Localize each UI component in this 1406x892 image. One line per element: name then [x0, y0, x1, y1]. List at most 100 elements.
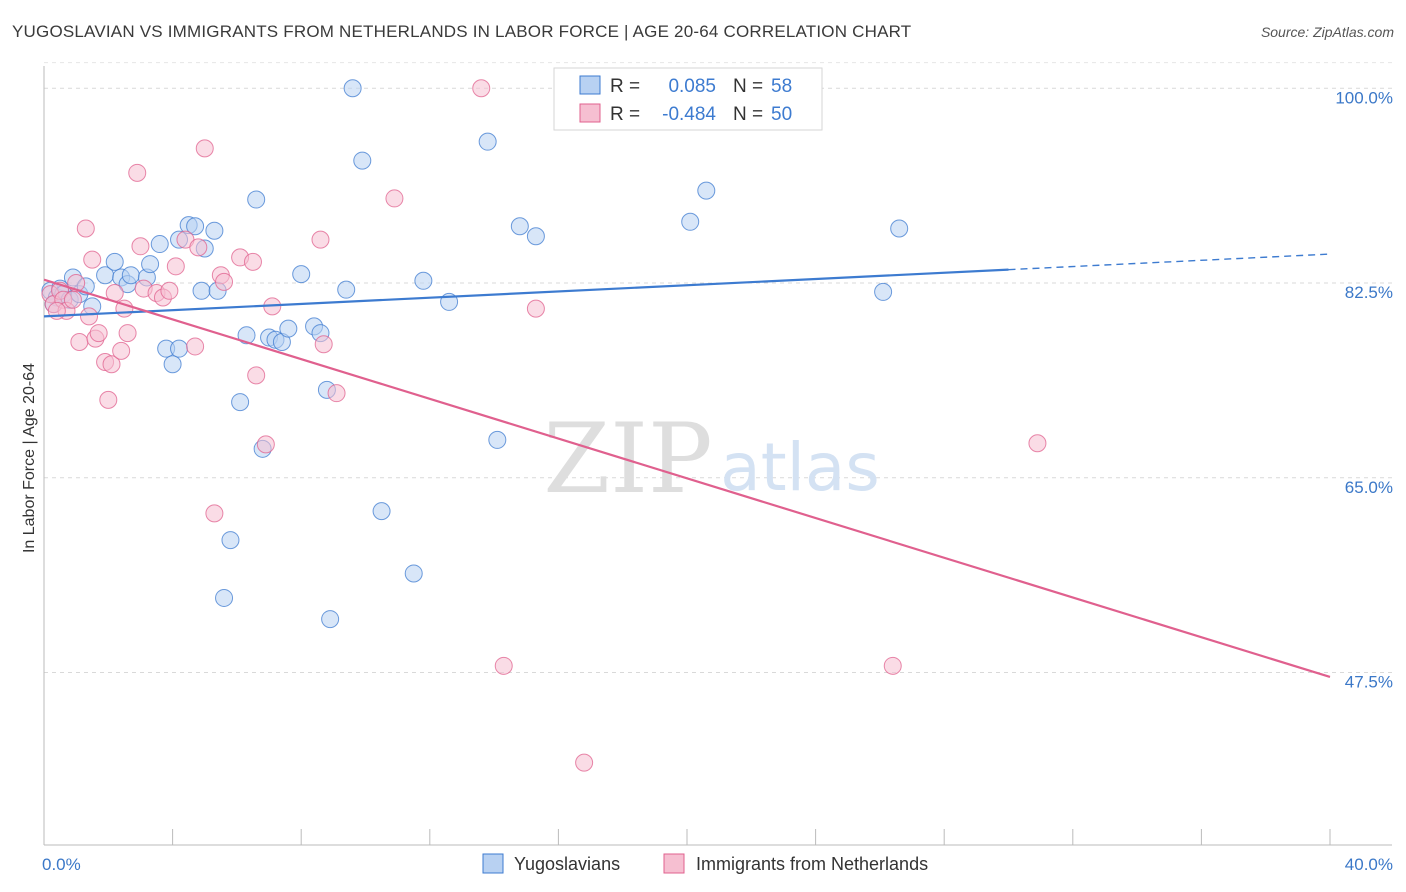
point-yugoslavian-27	[221, 531, 240, 550]
legend-n-label-1: N =	[733, 76, 763, 97]
x-tick-labels: 0.0% 40.0%	[42, 855, 1393, 874]
point-yugoslavian-28	[215, 588, 234, 607]
point-yugoslavian-49	[478, 132, 497, 151]
point-netherlands-41	[327, 384, 346, 403]
legend-r-value-2: -0.484	[662, 104, 716, 125]
point-yugoslavian-47	[414, 271, 433, 290]
point-yugoslavian-54	[697, 181, 716, 200]
chart-title: YUGOSLAVIAN VS IMMIGRANTS FROM NETHERLAN…	[12, 22, 912, 41]
point-yugoslavian-31	[247, 190, 266, 209]
y-tick-label-3: 47.5%	[1345, 673, 1393, 692]
point-yugoslavian-51	[510, 217, 529, 236]
legend-r-label-2: R =	[610, 104, 640, 125]
data-points	[41, 79, 1047, 772]
y-axis-label: In Labor Force | Age 20-64	[21, 363, 38, 553]
y-tick-label-1: 82.5%	[1345, 283, 1393, 302]
legend-swatch-pink	[579, 103, 601, 123]
point-yugoslavian-25	[205, 221, 224, 240]
point-netherlands-17	[112, 341, 131, 360]
point-netherlands-31	[205, 504, 224, 523]
legend-n-label-2: N =	[733, 104, 763, 125]
trend-lines	[43, 253, 1331, 679]
point-netherlands-37	[256, 435, 275, 454]
legend-swatch-blue	[579, 75, 601, 95]
point-netherlands-19	[118, 324, 137, 343]
trend-line-yugoslavians	[43, 268, 1009, 318]
point-yugoslavian-46	[404, 564, 423, 583]
point-netherlands-14	[99, 390, 118, 409]
point-yugoslavian-43	[343, 79, 362, 98]
point-yugoslavian-15	[141, 255, 160, 274]
point-yugoslavian-42	[337, 280, 356, 299]
point-netherlands-21	[131, 237, 150, 256]
bottom-legend-swatch-netherlands	[663, 853, 685, 874]
legend-box: R = 0.085 N = 58 R = -0.484 N = 50	[553, 67, 823, 131]
chart-source: Source: ZipAtlas.com	[1260, 24, 1394, 40]
point-netherlands-20	[128, 163, 147, 182]
point-netherlands-29	[189, 238, 208, 257]
bottom-legend-label-yugoslavians: Yugoslavians	[514, 854, 620, 874]
point-yugoslavian-10	[105, 252, 124, 271]
bottom-legend-swatch-yugoslavians	[482, 853, 504, 874]
bottom-legend-label-netherlands: Immigrants from Netherlands	[696, 854, 928, 874]
x-tick-label-1: 40.0%	[1345, 855, 1393, 874]
legend-n-value-2: 50	[771, 104, 792, 125]
point-netherlands-15	[102, 355, 121, 374]
point-yugoslavian-50	[488, 430, 507, 449]
y-tick-label-0: 100.0%	[1335, 88, 1393, 107]
point-yugoslavian-19	[170, 339, 189, 358]
point-yugoslavian-41	[321, 610, 340, 629]
point-netherlands-45	[526, 299, 545, 318]
point-netherlands-42	[385, 189, 404, 208]
point-netherlands-39	[311, 230, 330, 249]
point-netherlands-33	[215, 272, 234, 291]
point-netherlands-7	[70, 332, 89, 351]
point-netherlands-30	[195, 139, 214, 158]
point-netherlands-5	[63, 290, 82, 309]
point-yugoslavian-30	[237, 326, 256, 345]
point-yugoslavian-16	[150, 235, 169, 254]
point-yugoslavian-52	[526, 227, 545, 246]
point-netherlands-46	[575, 753, 594, 772]
point-netherlands-36	[247, 366, 266, 385]
y-tick-label-2: 65.0%	[1345, 478, 1393, 497]
watermark-atlas: atlas	[720, 429, 880, 506]
point-netherlands-8	[76, 219, 95, 238]
point-netherlands-12	[89, 324, 108, 343]
point-yugoslavian-23	[192, 281, 211, 300]
axes	[43, 66, 1392, 846]
point-netherlands-35	[243, 252, 262, 271]
x-tick-label-0: 0.0%	[42, 855, 81, 874]
point-yugoslavian-36	[279, 319, 298, 338]
trend-line-netherlands	[43, 278, 1331, 679]
point-yugoslavian-55	[890, 219, 909, 238]
point-netherlands-47	[883, 656, 902, 675]
point-netherlands-40	[314, 335, 333, 354]
series-yugoslavians	[41, 79, 909, 629]
point-netherlands-48	[1028, 434, 1047, 453]
point-netherlands-9	[80, 307, 99, 326]
legend-r-value-1: 0.085	[668, 76, 716, 97]
legend-n-value-1: 58	[771, 76, 792, 97]
trend-line-yugoslavians-extension	[1008, 253, 1331, 271]
point-yugoslavian-45	[372, 502, 391, 521]
gridlines	[44, 62, 1392, 674]
point-yugoslavian-18	[163, 355, 182, 374]
point-netherlands-10	[83, 250, 102, 269]
point-yugoslavian-29	[231, 393, 250, 412]
point-netherlands-43	[472, 79, 491, 98]
point-yugoslavian-37	[292, 265, 311, 284]
series-netherlands	[41, 79, 1047, 772]
point-netherlands-26	[166, 257, 185, 276]
bottom-legend: Yugoslavians Immigrants from Netherlands	[482, 853, 928, 874]
point-netherlands-25	[160, 281, 179, 300]
legend-r-label-1: R =	[610, 76, 640, 97]
point-yugoslavian-22	[186, 217, 205, 236]
y-tick-labels: 100.0% 82.5% 65.0% 47.5%	[1335, 88, 1393, 691]
point-yugoslavian-56	[874, 282, 893, 301]
point-yugoslavian-53	[681, 212, 700, 231]
point-yugoslavian-44	[353, 151, 372, 170]
point-netherlands-44	[494, 656, 513, 675]
point-yugoslavian-13	[121, 266, 140, 285]
